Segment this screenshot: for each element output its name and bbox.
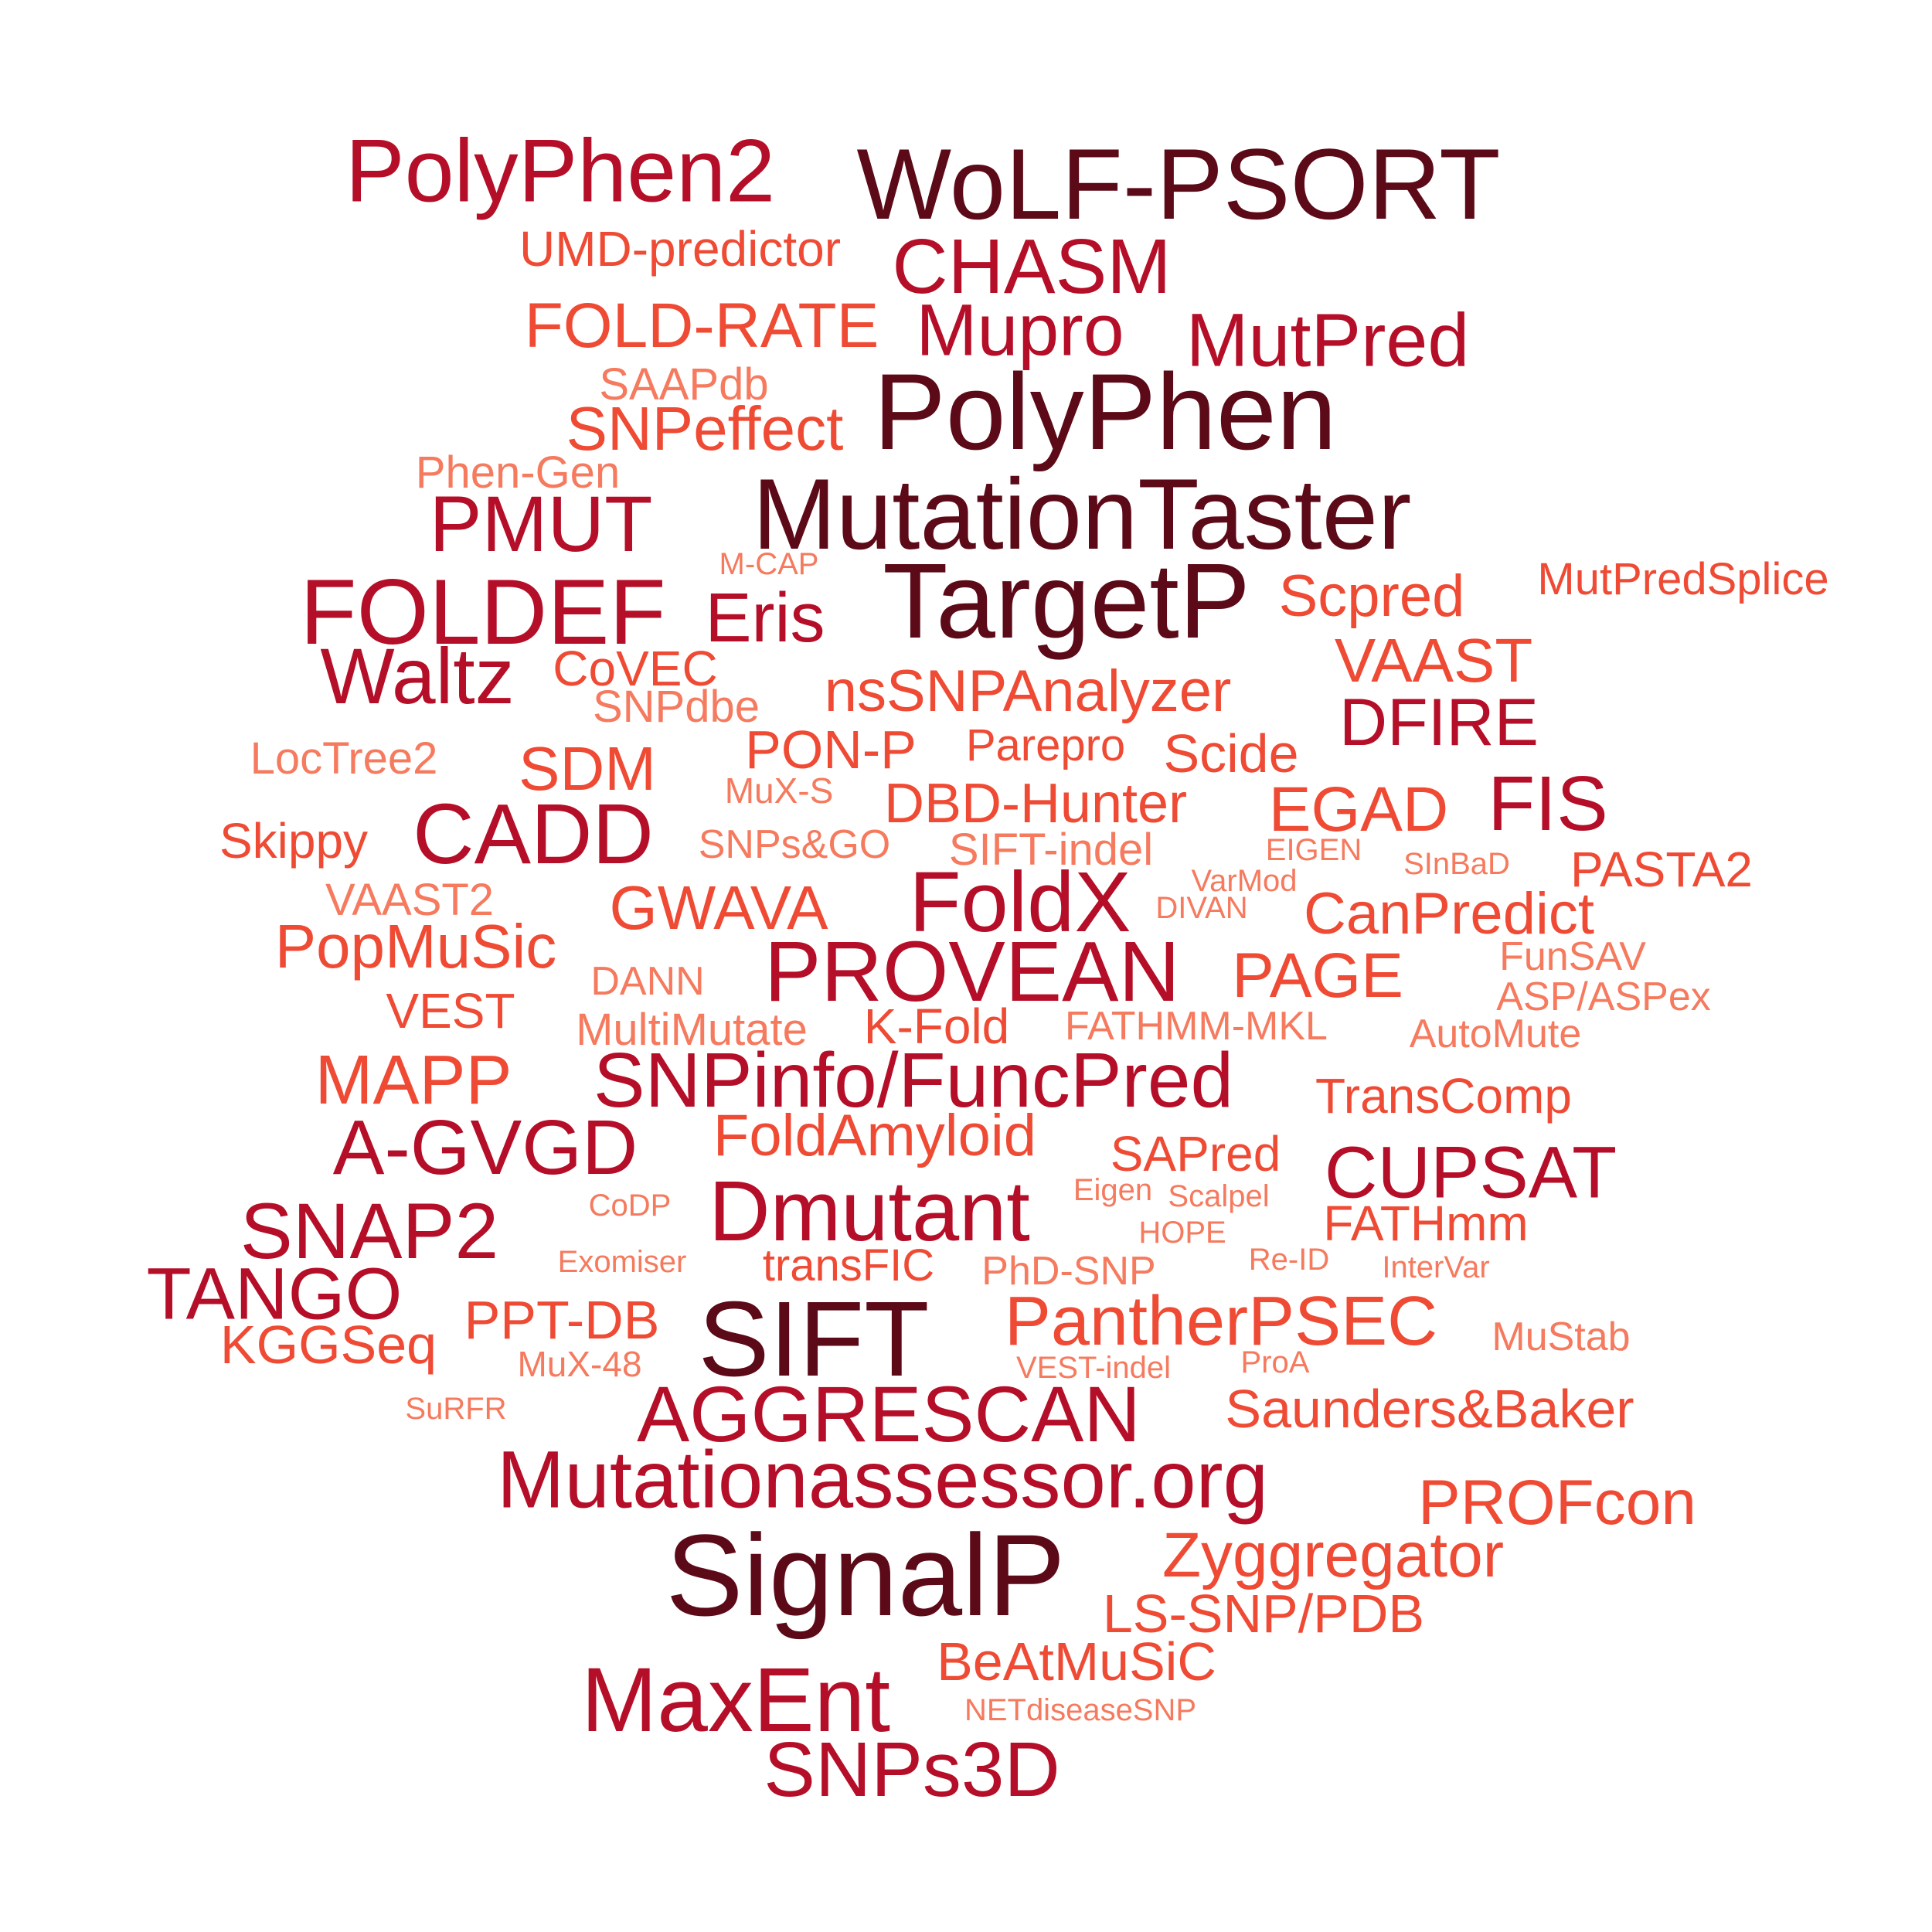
word: AGGRESCAN [637,1370,1141,1458]
word: TargetP [883,542,1250,661]
word: LS-SNP/PDB [1102,1583,1425,1644]
word: Zyggregator [1162,1520,1505,1590]
word: FATHMM-MKL [1065,1004,1328,1049]
word: FOLDEF [300,560,666,664]
word: Dmutant [709,1164,1030,1259]
word: PON-P [745,719,917,780]
word: HOPE [1138,1216,1226,1250]
word: FATHmm [1323,1196,1529,1251]
word: MuStab [1492,1315,1631,1359]
word: Skippy [219,813,369,869]
word: Re-ID [1248,1243,1330,1277]
word: K-Fold [863,998,1010,1054]
word: DFIRE [1339,685,1539,760]
word: Mutationassessor.org [496,1434,1269,1526]
word: Eigen [1073,1173,1153,1207]
word: nsSNPAnalyzer [824,658,1232,724]
word: PASTA2 [1570,842,1753,897]
word: Mupro [916,289,1124,372]
word: MuX-48 [517,1344,642,1384]
word: SuRFR [405,1392,507,1426]
word: MuX-S [724,770,834,811]
word: TransComp [1315,1068,1572,1124]
word: Scpred [1278,563,1465,629]
word: MutPred [1185,298,1470,383]
word: CoDP [588,1189,672,1223]
word: MaxEnt [580,1649,891,1751]
word: SAPred [1110,1126,1281,1182]
word: TANGO [146,1253,403,1335]
word: Scide [1163,723,1299,784]
word: FIS [1488,760,1608,847]
word: SNPdbe [592,682,760,732]
word: LocTree2 [250,733,438,784]
word: M-CAP [719,547,819,581]
word: PMUT [429,480,653,568]
word: NETdiseaseSNP [964,1693,1197,1727]
word: AutoMute [1409,1012,1582,1056]
word: InterVar [1382,1250,1490,1284]
word: FunSAV [1499,934,1646,979]
word: UMD-predictor [519,221,842,277]
word: CoVEC [553,641,718,696]
word: VAAST2 [325,875,495,925]
word: ProA [1240,1345,1310,1379]
word: VEST-indel [1015,1351,1172,1385]
word: MultiMutate [576,1005,808,1055]
word: VAAST [1334,626,1533,695]
word: CUPSAT [1324,1131,1617,1214]
word: PhD-SNP [981,1249,1156,1294]
word: SNAP2 [240,1187,499,1275]
word: A-GVGD [332,1104,638,1191]
word: Scalpel [1168,1179,1270,1213]
word: DBD-Hunter [883,773,1188,835]
word: BeAtMuSiC [937,1631,1216,1692]
word: PolyPhen [873,351,1337,472]
word: Saunders&Baker [1225,1379,1634,1439]
word: SDM [519,734,656,803]
word: PolyPhen2 [345,121,776,221]
word: FoldX [909,855,1131,950]
word: GWAVA [609,873,828,942]
word: transFIC [762,1240,935,1291]
word: PROVEAN [764,924,1180,1019]
word: CHASM [892,223,1172,310]
word: Phen-Gen [415,447,621,498]
word: PAGE [1232,940,1403,1011]
word: PPT-DB [464,1290,660,1350]
word: PROFcon [1418,1468,1696,1538]
word: VarMod [1191,864,1298,898]
word: KGGSeq [219,1315,437,1375]
word: EIGEN [1265,833,1362,867]
word: SIFT [698,1280,930,1399]
word: SInBaD [1403,847,1510,881]
word: Waltz [320,632,515,720]
word: PantherPSEC [1004,1283,1438,1360]
word: CADD [413,787,654,882]
word: Eris [705,580,825,657]
word: SNPeffect [566,394,844,463]
word: SignalP [665,1510,1066,1640]
word: SAAPdb [599,359,769,410]
word: PopMuSic [274,912,557,981]
word: Parepro [965,720,1126,770]
word: MutPredSplice [1537,554,1829,604]
word: DANN [590,959,705,1004]
word: SIFT-indel [948,825,1154,875]
word: SNPinfo/FuncPred [593,1037,1234,1124]
word: SNPs&GO [698,822,891,867]
word: FoldAmyloid [713,1103,1037,1168]
word: Exomiser [557,1245,687,1279]
word: CanPredict [1304,881,1594,947]
word: VEST [386,983,515,1039]
word: SNPs3D [764,1726,1060,1813]
word: WoLF-PSORT [856,128,1501,240]
word: DIVAN [1155,891,1248,925]
word: MutationTaster [752,457,1412,570]
word: MAPP [315,1042,512,1119]
word: ASP/ASPex [1496,975,1711,1019]
word: EGAD [1268,774,1449,845]
word: FOLD-RATE [524,291,879,361]
